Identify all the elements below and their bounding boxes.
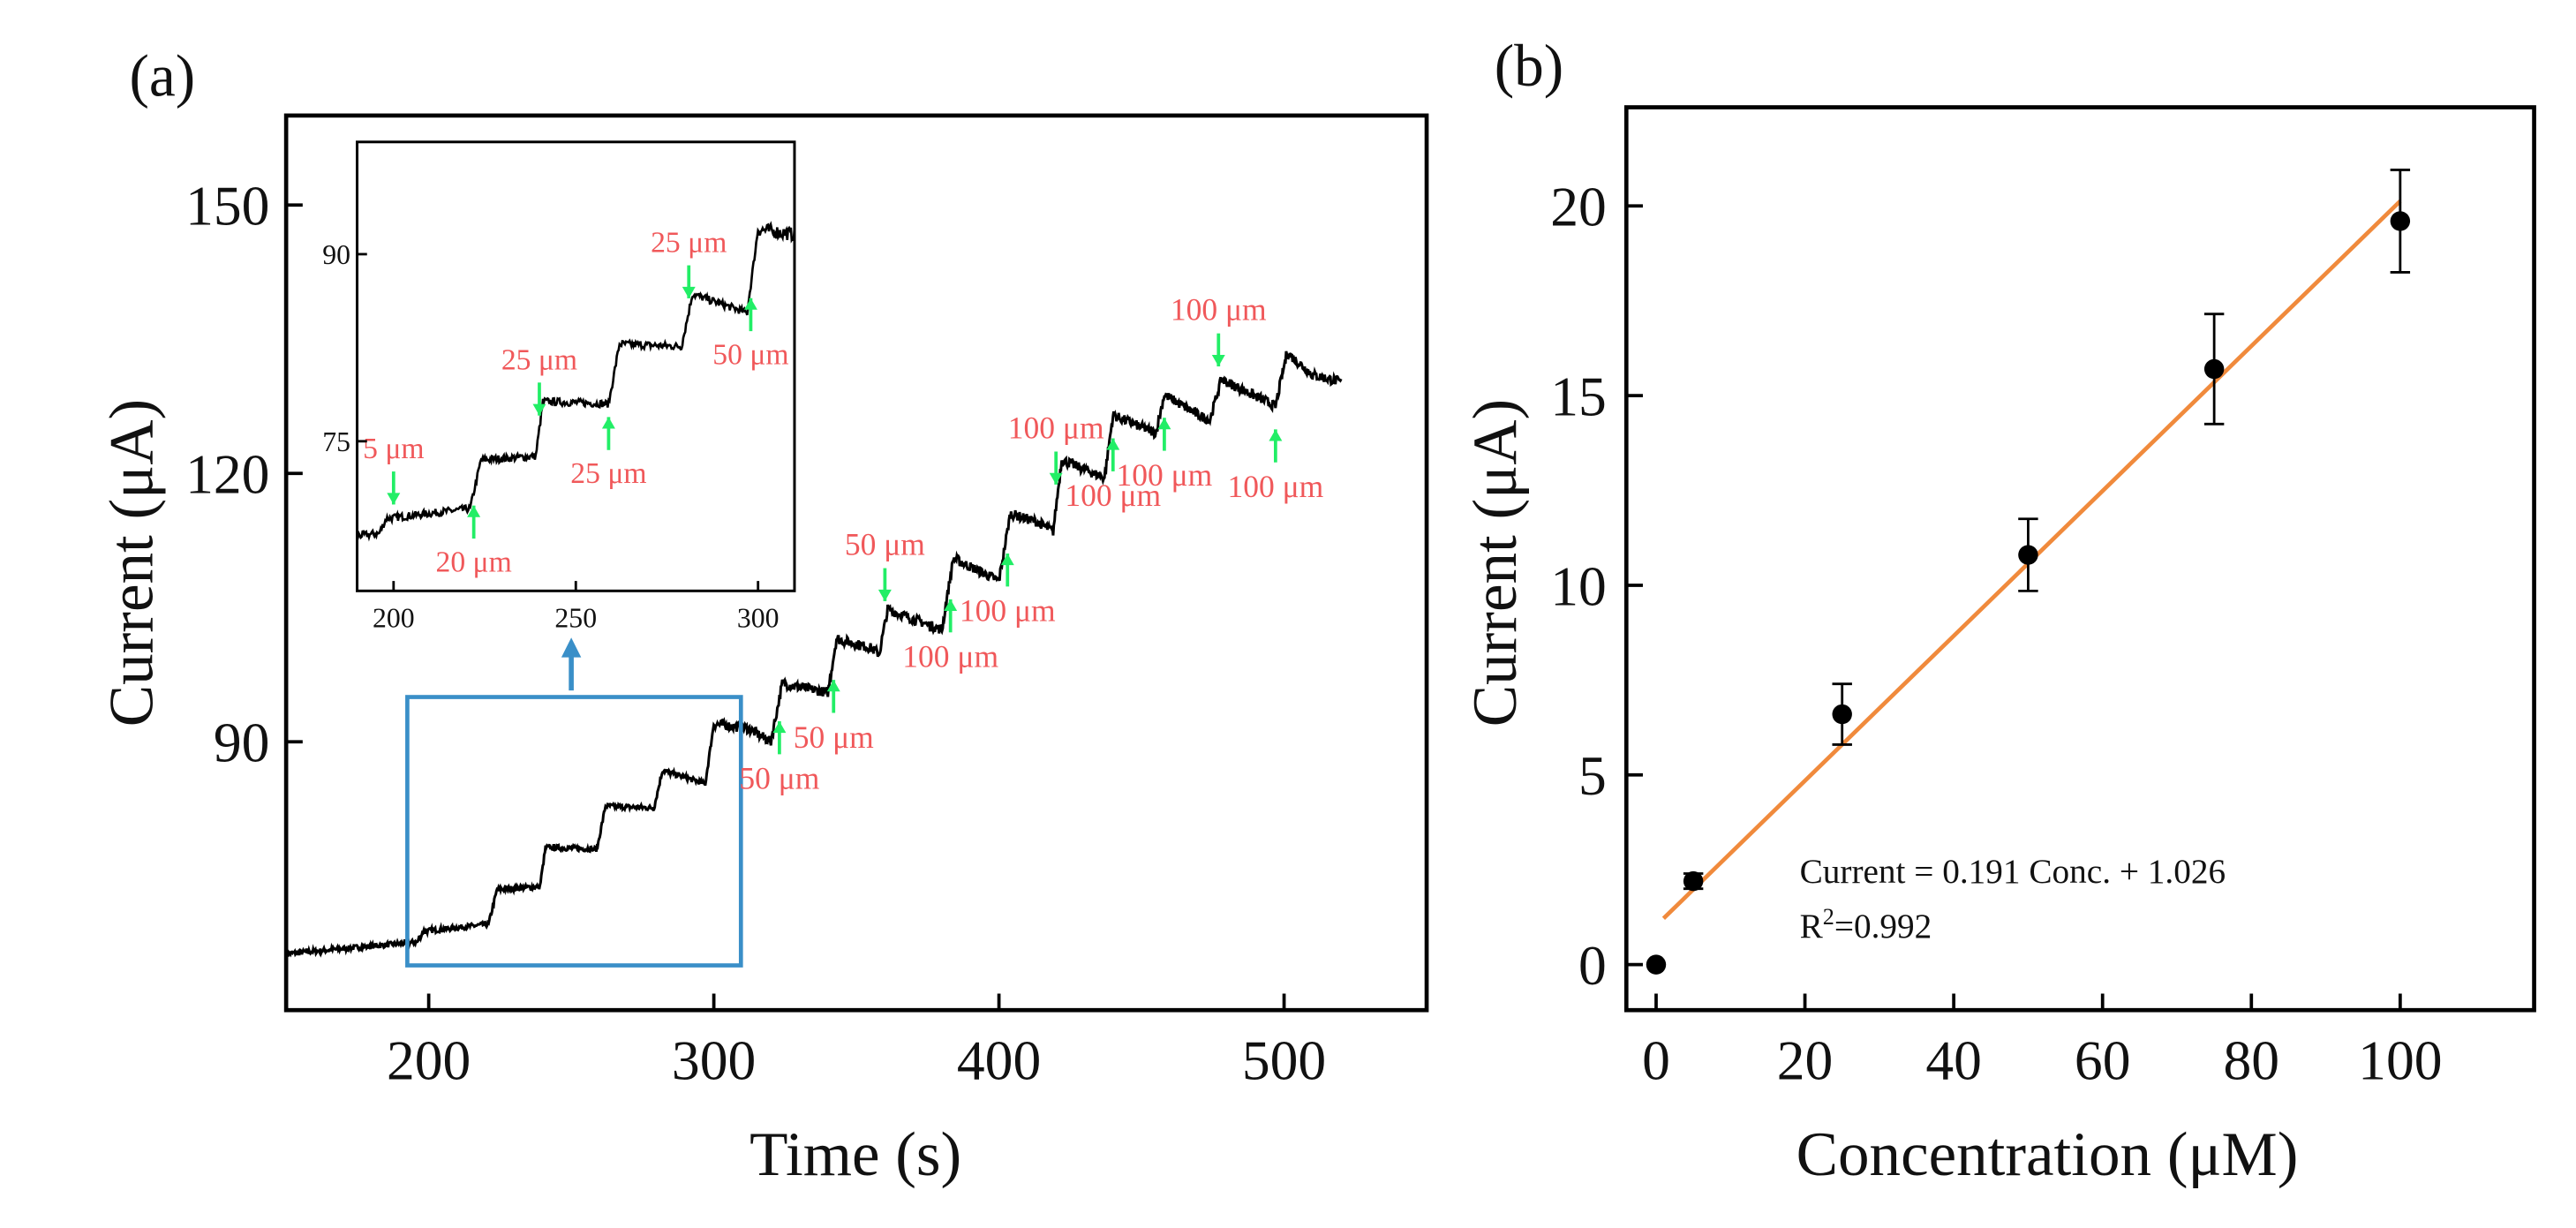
x-tick-label: 400 — [957, 1029, 1041, 1092]
panel-b-label: (b) — [1495, 33, 1563, 99]
addition-label: 25 μm — [570, 457, 646, 490]
y-tick-label: 150 — [185, 175, 269, 237]
x-tick-label: 500 — [1242, 1029, 1326, 1092]
inset-ticks: 200 250 300 75 90 — [322, 239, 779, 633]
fit-equation: Current = 0.191 Conc. + 1.026 — [1800, 853, 2226, 891]
arrow-up-icon — [743, 298, 757, 310]
arrow-up-icon — [944, 599, 958, 612]
addition-label: 100 μm — [1171, 292, 1267, 328]
panel-b: (b) 0 20 40 60 80 100 0 5 10 15 20 Concentration (… — [1461, 33, 2536, 1189]
panel-b-ylabel: Current (μA) — [1461, 399, 1530, 727]
addition-label: 100 μm — [1065, 478, 1161, 513]
data-point — [1832, 704, 1852, 725]
x-tick-label: 300 — [672, 1029, 756, 1092]
y-tick-label: 0 — [1578, 934, 1607, 997]
addition-label: 100 μm — [960, 593, 1056, 629]
r-squared-prefix: R — [1800, 908, 1824, 945]
inset-x-tick-label: 250 — [554, 602, 597, 633]
addition-label: 5 μm — [363, 433, 424, 465]
data-point — [1646, 954, 1667, 975]
r-squared: R2=0.992 — [1800, 904, 1932, 945]
panel-b-xlabel: Concentration (μM) — [1796, 1120, 2299, 1189]
y-tick-label: 15 — [1550, 365, 1607, 428]
addition-label: 100 μm — [1116, 457, 1212, 493]
zoom-arrow-head-icon — [561, 637, 582, 658]
y-tick-label: 120 — [185, 443, 269, 506]
data-point — [1683, 870, 1704, 892]
x-tick-label: 40 — [1925, 1029, 1982, 1092]
panel-a-label: (a) — [130, 42, 196, 109]
r-squared-superscript: 2 — [1823, 904, 1834, 930]
addition-label: 100 μm — [1227, 469, 1323, 504]
arrow-up-icon — [1269, 429, 1283, 441]
inset-y-tick-label: 90 — [322, 239, 350, 270]
addition-label: 50 μm — [712, 339, 788, 372]
x-tick-label: 0 — [1642, 1029, 1670, 1092]
inset-plot-area: 5 μm 20 μm 25 μm 25 μm 25 μm 50 μm — [356, 221, 796, 578]
zoom-region-box — [405, 695, 743, 968]
arrow-up-icon — [1106, 438, 1120, 450]
arrow-down-icon — [387, 493, 401, 505]
arrow-up-icon — [1000, 553, 1014, 566]
x-tick-label: 200 — [387, 1029, 471, 1092]
addition-label: 20 μm — [436, 546, 512, 578]
inset-x-tick-label: 300 — [737, 602, 780, 633]
addition-label: 25 μm — [501, 343, 577, 376]
panel-b-plot-area — [1646, 169, 2411, 975]
y-tick-label: 90 — [214, 712, 270, 774]
inset-x-tick-label: 200 — [373, 602, 415, 633]
arrow-up-icon — [826, 680, 840, 692]
y-tick-label: 10 — [1550, 554, 1607, 617]
arrow-up-icon — [772, 720, 787, 734]
arrow-down-icon — [1211, 354, 1225, 367]
y-tick-label: 5 — [1578, 744, 1607, 807]
arrow-down-icon — [877, 589, 892, 601]
arrow-down-icon — [532, 403, 546, 416]
addition-label: 100 μm — [1008, 411, 1104, 446]
inset-current-trace — [356, 221, 796, 542]
data-point — [2018, 545, 2038, 565]
addition-label: 100 μm — [902, 639, 998, 674]
panel-a-axes-frame — [283, 113, 1429, 1013]
panel-a-ylabel: Current (μA) — [98, 399, 167, 727]
arrow-up-icon — [601, 417, 615, 429]
addition-label: 50 μm — [739, 761, 819, 796]
arrow-down-icon — [682, 286, 696, 298]
panel-b-ticks: 0 20 40 60 80 100 0 5 10 15 20 — [1550, 176, 2442, 1092]
x-tick-label: 80 — [2224, 1029, 2280, 1092]
panel-a-xlabel: Time (s) — [749, 1120, 961, 1189]
arrow-up-icon — [467, 505, 481, 517]
x-tick-label: 100 — [2358, 1029, 2442, 1092]
x-tick-label: 20 — [1777, 1029, 1834, 1092]
addition-label: 50 μm — [845, 527, 925, 562]
inset-y-tick-label: 75 — [322, 426, 350, 457]
panel-b-axes-frame — [1623, 105, 2536, 1013]
arrow-up-icon — [1157, 418, 1171, 430]
data-point — [2390, 211, 2411, 231]
addition-label: 50 μm — [794, 719, 874, 755]
addition-label: 25 μm — [651, 227, 727, 260]
data-point — [2203, 358, 2225, 380]
x-tick-label: 60 — [2075, 1029, 2131, 1092]
panel-a-ticks: 200 300 400 500 90 120 150 — [185, 175, 1326, 1092]
r-squared-value: =0.992 — [1834, 908, 1932, 945]
current-trace — [284, 350, 1343, 958]
y-tick-label: 20 — [1550, 176, 1607, 238]
arrow-down-icon — [1049, 472, 1063, 485]
